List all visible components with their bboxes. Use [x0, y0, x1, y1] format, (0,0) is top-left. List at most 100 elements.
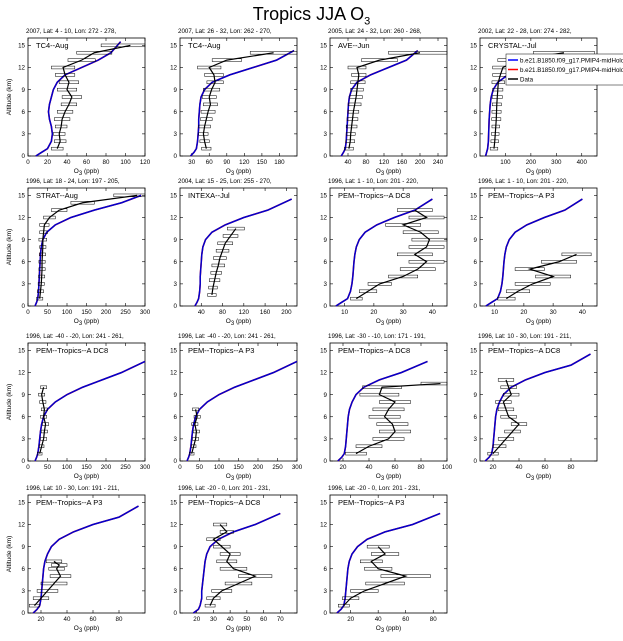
- y-tick-label: 12: [320, 65, 327, 72]
- y-tick-label: 3: [174, 281, 178, 288]
- y-tick-label: 12: [18, 215, 25, 222]
- y-tick-label: 3: [174, 588, 178, 595]
- y-tick-label: 15: [18, 43, 25, 50]
- obs-line: [355, 382, 441, 455]
- obs-line: [39, 387, 47, 454]
- obs-range-box: [219, 530, 234, 534]
- x-tick-label: 80: [103, 159, 110, 166]
- x-tick-label: 10: [491, 309, 498, 316]
- x-tick-label: 100: [62, 464, 73, 471]
- panel-7: 1996, Lat: 1 - 10, Lon: 201 - 220, 0 3 6 9 12…: [320, 178, 448, 327]
- x-tick-label: 0: [178, 464, 182, 471]
- y-tick-label: 0: [474, 153, 478, 160]
- y-tick-label: 0: [474, 458, 478, 465]
- x-axis-label: O3 (ppb): [526, 473, 551, 482]
- campaign-label: INTEXA--Jul: [188, 191, 230, 200]
- obs-range-box: [399, 267, 436, 271]
- plot-frame: [479, 342, 598, 462]
- legend-entry-label: Data: [520, 76, 534, 83]
- x-tick-label: 90: [223, 159, 230, 166]
- x-tick-label: 40: [64, 616, 71, 623]
- y-tick-label: 12: [170, 215, 177, 222]
- obs-range-box: [355, 444, 383, 448]
- y-tick-label: 15: [18, 348, 25, 355]
- y-tick-label: 9: [474, 392, 478, 399]
- y-tick-label: 12: [18, 370, 25, 377]
- x-tick-label: 300: [140, 309, 151, 316]
- obs-range-box: [224, 581, 253, 586]
- x-tick-label: 80: [418, 464, 425, 471]
- obs-range-box: [206, 537, 221, 541]
- obs-range-box: [541, 260, 577, 264]
- obs-series: [207, 226, 245, 297]
- obs-range-box: [364, 567, 393, 571]
- x-tick-label: 60: [206, 159, 213, 166]
- obs-series: [338, 544, 431, 608]
- y-tick-label: 9: [22, 87, 26, 94]
- obs-line: [209, 524, 257, 606]
- y-tick-label: 9: [324, 237, 328, 244]
- obs-series: [197, 51, 298, 151]
- x-tick-label: 200: [101, 309, 112, 316]
- obs-range-box: [397, 252, 433, 257]
- y-tick-label: 3: [324, 588, 328, 595]
- obs-range-box: [197, 65, 222, 70]
- x-tick-label: 20: [490, 464, 497, 471]
- x-axis-label: O3 (ppb): [226, 473, 251, 482]
- plot-frame: [27, 37, 146, 157]
- x-tick-label: 60: [90, 616, 97, 623]
- x-tick-label: 200: [281, 309, 292, 316]
- obs-range-box: [51, 208, 68, 212]
- obs-range-box: [408, 215, 445, 220]
- plot-frame: [179, 342, 298, 462]
- obs-line: [202, 52, 274, 149]
- y-tick-label: 3: [22, 436, 26, 443]
- obs-range-box: [51, 563, 68, 567]
- legend: b.e21.B1850.f09_g17.PMIP4-midHolo b.e21.B…: [505, 53, 623, 86]
- obs-range-box: [506, 289, 530, 293]
- y-tick-label: 6: [324, 259, 328, 266]
- x-tick-label: 150: [81, 309, 92, 316]
- obs-range-box: [561, 252, 592, 257]
- plot-frame: [27, 187, 146, 307]
- y-tick-label: 0: [174, 303, 178, 310]
- panel-header: 1996, Lat: -40 - -20, Lon: 241 - 261,: [178, 333, 276, 340]
- obs-line: [492, 379, 520, 455]
- x-tick-label: 60: [402, 616, 409, 623]
- plot-frame: [479, 187, 598, 307]
- y-tick-label: 3: [474, 281, 478, 288]
- y-tick-label: 3: [474, 131, 478, 138]
- y-tick-label: 12: [320, 370, 327, 377]
- obs-range-box: [372, 407, 405, 412]
- obs-range-box: [497, 296, 516, 301]
- obs-range-box: [535, 274, 571, 279]
- y-tick-label: 12: [470, 215, 477, 222]
- y-tick-label: 3: [174, 131, 178, 138]
- legend-box: [505, 53, 623, 86]
- plot-frame: [329, 342, 448, 462]
- obs-range-box: [514, 267, 545, 271]
- y-tick-label: 6: [324, 109, 328, 116]
- campaign-label: STRAT--Aug: [36, 191, 78, 200]
- y-tick-label: 12: [170, 65, 177, 72]
- campaign-label: PEM--Tropics--A P3: [188, 346, 254, 355]
- obs-series: [497, 252, 592, 301]
- obs-range-box: [342, 596, 360, 600]
- y-tick-label: 9: [324, 87, 328, 94]
- plot-frame: [27, 494, 146, 614]
- y-tick-label: 15: [470, 348, 477, 355]
- x-tick-label: 20: [38, 616, 45, 623]
- panel-4: 2002, Lat: 22 - 28, Lon: 274 - 282, 0 3 6 9 1…: [470, 28, 623, 177]
- y-tick-label: 12: [320, 215, 327, 222]
- y-tick-label: 0: [174, 610, 178, 617]
- x-tick-label: 300: [140, 464, 151, 471]
- x-tick-label: 250: [120, 464, 131, 471]
- panel-header: 2004, Lat: 15 - 25, Lon: 255 - 270,: [178, 178, 272, 185]
- panel-header: 2007, Lat: 4 - 10, Lon: 272 - 278,: [26, 28, 116, 35]
- x-tick-label: 60: [260, 616, 267, 623]
- panel-14: 1996, Lat: -20 - 0, Lon: 201 - 231, 0 3 6 9 1…: [170, 485, 298, 634]
- campaign-label: PEM--Tropics--A P3: [36, 498, 102, 507]
- y-axis-label: Altitude (km): [6, 79, 13, 115]
- x-tick-label: 180: [274, 159, 285, 166]
- x-tick-label: 20: [347, 616, 354, 623]
